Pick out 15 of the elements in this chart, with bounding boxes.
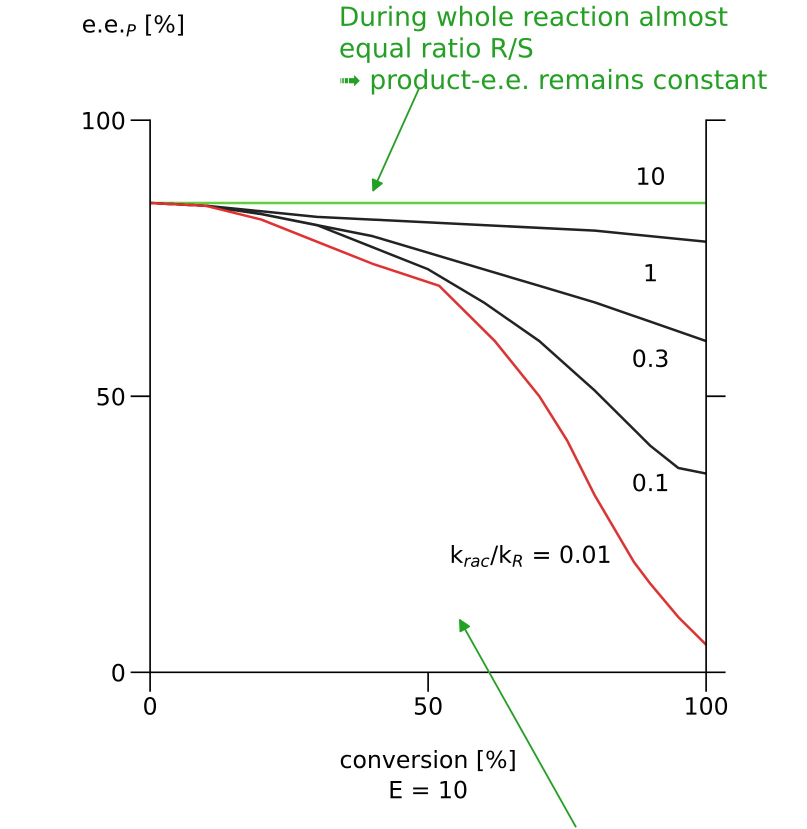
y-tick-label: 100 <box>83 112 124 130</box>
series-label: 10 <box>638 167 664 186</box>
series-label: k$_{rac}$/k$_{R}$ = 0.01 <box>452 544 610 567</box>
x-tick-label: 100 <box>686 697 728 715</box>
y-tick-label: 50 <box>98 388 124 406</box>
text: E = 10 <box>390 780 466 799</box>
text: During whole reaction almost equal ratio R/S ➟ product-e.e. remains constant <box>340 6 767 94</box>
y-tick-label: 0 <box>112 664 124 682</box>
x-tick-label: 50 <box>414 697 442 715</box>
x-axis-title: conversion [%] <box>340 750 515 772</box>
series-label: 0.3 <box>633 349 668 368</box>
series-label: 1 <box>646 264 656 282</box>
y-axis-title: e.e.$_{P}$ [%] <box>83 14 183 36</box>
x-tick-label: 0 <box>144 697 156 715</box>
series-label: 0.1 <box>633 474 668 492</box>
